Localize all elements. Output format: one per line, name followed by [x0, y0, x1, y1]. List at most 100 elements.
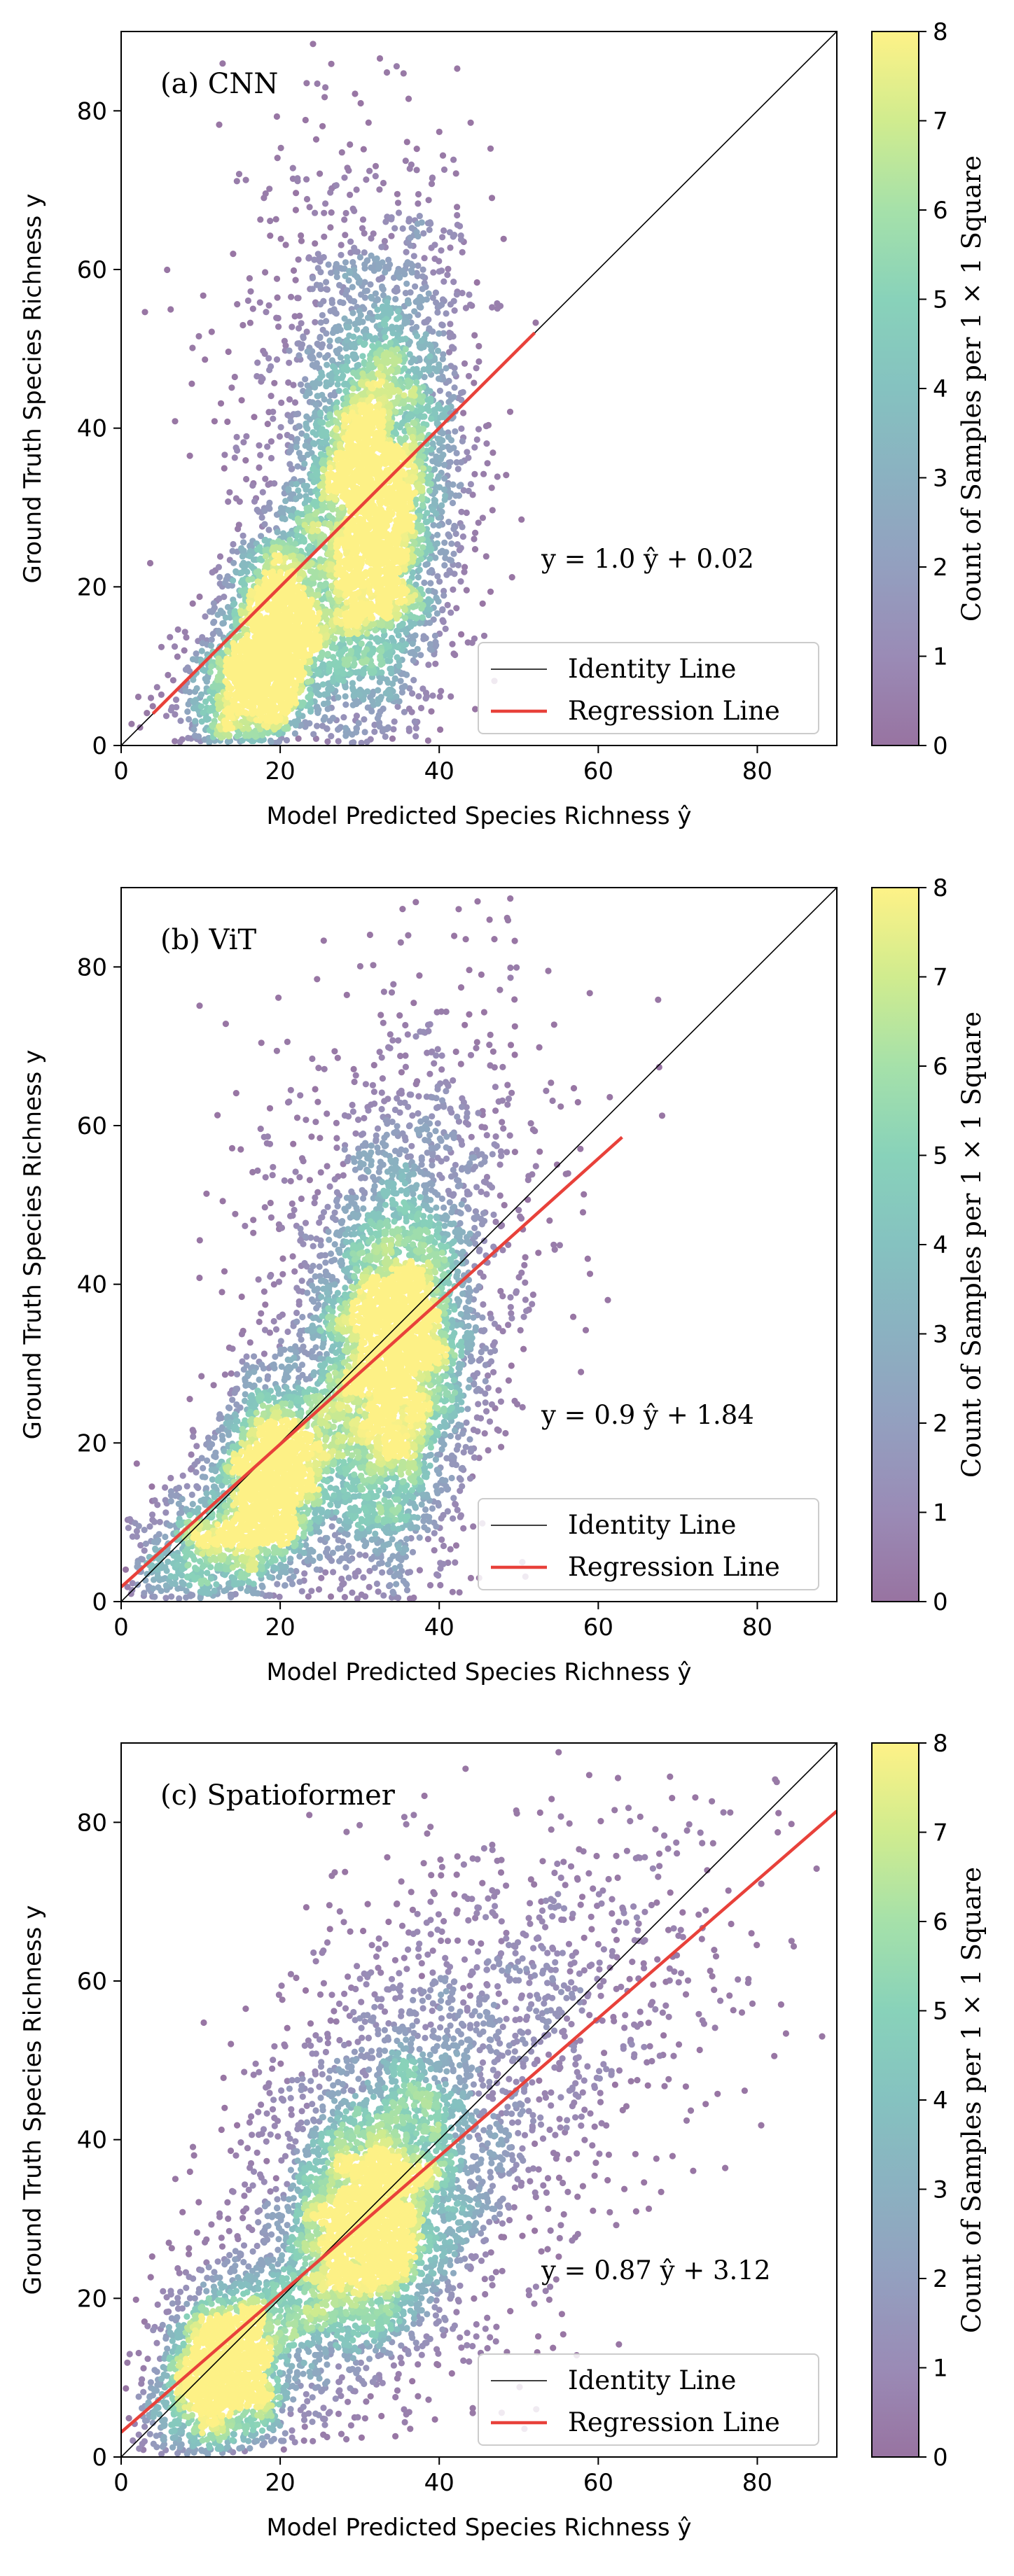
data-point — [359, 353, 366, 360]
data-point — [335, 598, 342, 605]
data-point — [494, 305, 501, 312]
data-point — [334, 337, 342, 344]
data-point — [471, 332, 478, 339]
data-point — [473, 279, 480, 286]
data-point — [363, 630, 370, 637]
data-point — [394, 643, 401, 651]
data-point — [479, 514, 487, 522]
data-point — [347, 141, 354, 148]
data-point — [453, 458, 460, 466]
data-point — [399, 419, 406, 426]
data-point — [266, 186, 273, 192]
data-point — [416, 303, 423, 311]
data-point — [294, 178, 301, 185]
data-point — [256, 464, 263, 471]
data-point — [267, 218, 274, 225]
data-point — [320, 253, 327, 261]
data-point — [363, 287, 370, 294]
data-point — [282, 498, 289, 505]
data-point — [367, 356, 374, 363]
data-point — [388, 367, 395, 374]
data-point — [432, 289, 440, 296]
data-point — [290, 267, 298, 274]
data-point — [369, 649, 376, 657]
data-point — [315, 668, 322, 676]
data-point — [455, 492, 463, 499]
data-point — [281, 533, 288, 540]
data-point — [380, 510, 387, 517]
data-point — [397, 409, 404, 416]
data-point — [341, 216, 348, 223]
data-point — [295, 710, 302, 717]
data-point — [231, 373, 238, 381]
data-point — [167, 634, 174, 640]
data-point — [464, 449, 471, 456]
data-point — [420, 366, 427, 373]
data-point — [245, 725, 252, 732]
data-point — [354, 362, 361, 369]
data-point — [350, 550, 357, 556]
data-point — [475, 519, 482, 526]
data-point — [457, 232, 464, 239]
data-point — [326, 572, 333, 579]
data-point — [396, 507, 403, 514]
data-point — [473, 365, 480, 372]
data-point — [380, 632, 388, 639]
data-point — [216, 580, 223, 587]
data-point — [342, 724, 349, 732]
data-point — [235, 171, 243, 178]
data-point — [350, 692, 357, 700]
data-point — [471, 635, 478, 642]
data-point — [393, 517, 401, 525]
data-point — [445, 377, 452, 384]
data-point — [372, 290, 380, 297]
data-point — [265, 526, 272, 533]
data-point — [238, 579, 245, 586]
data-point — [257, 451, 264, 458]
data-point — [362, 569, 370, 576]
data-point — [454, 561, 462, 569]
data-point — [410, 603, 417, 610]
data-point — [289, 323, 296, 330]
data-point — [483, 440, 490, 447]
data-point — [232, 621, 239, 629]
data-point — [221, 465, 228, 472]
data-point — [360, 670, 367, 677]
data-point — [381, 317, 388, 324]
data-point — [436, 414, 443, 421]
data-point — [333, 405, 340, 412]
data-point — [363, 176, 370, 183]
data-point — [232, 568, 239, 575]
data-point — [411, 385, 418, 392]
data-point — [361, 279, 368, 286]
data-point — [424, 518, 431, 525]
data-point — [437, 726, 444, 733]
data-point — [451, 384, 458, 391]
data-point — [328, 504, 335, 511]
data-point — [294, 340, 301, 347]
data-point — [172, 418, 179, 425]
data-point — [443, 365, 450, 372]
data-point — [128, 720, 135, 727]
data-point — [424, 561, 431, 568]
data-point — [436, 387, 444, 394]
data-point — [323, 432, 330, 440]
data-point — [399, 620, 406, 627]
data-point — [418, 337, 425, 344]
data-point — [346, 656, 353, 663]
data-point — [330, 654, 337, 661]
data-point — [321, 94, 328, 101]
data-point — [321, 581, 328, 589]
data-point — [322, 200, 329, 207]
data-point — [460, 410, 467, 416]
data-point — [421, 255, 428, 262]
data-point — [335, 323, 342, 330]
data-point — [262, 547, 269, 554]
data-point — [413, 167, 420, 174]
data-point — [183, 634, 190, 641]
data-point — [382, 690, 389, 696]
data-point — [295, 487, 302, 494]
data-point — [394, 703, 401, 710]
data-point — [342, 693, 349, 700]
data-point — [324, 651, 331, 658]
